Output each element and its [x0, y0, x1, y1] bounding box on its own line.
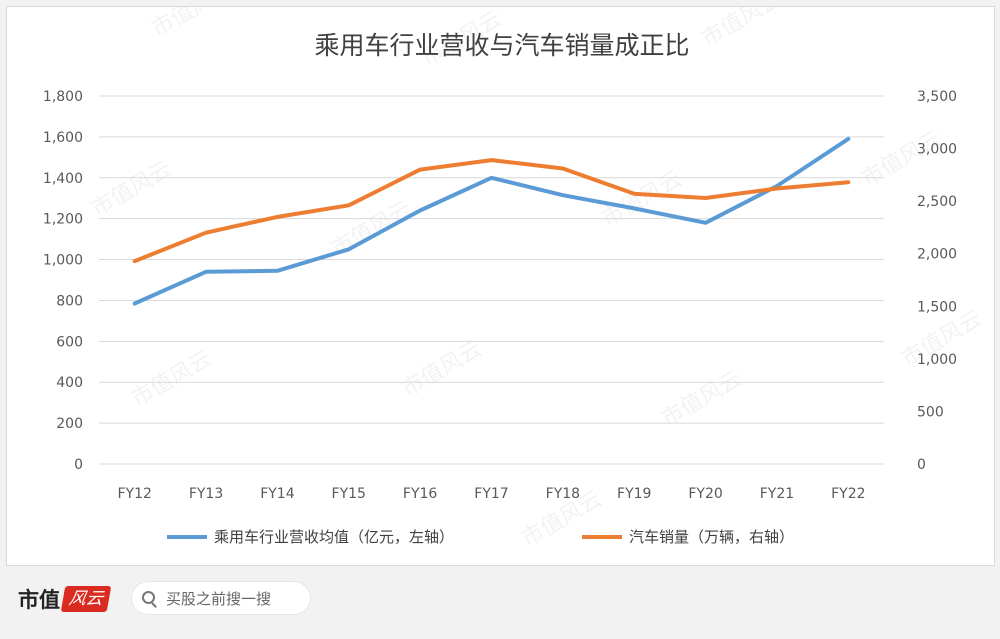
x-tick-label: FY17	[474, 486, 508, 502]
x-tick-label: FY12	[117, 486, 151, 502]
x-tick-label: FY22	[831, 486, 865, 502]
right-tick-label: 500	[917, 404, 944, 420]
series-lines	[132, 136, 851, 306]
watermark-text: 市值风云	[698, 7, 787, 52]
left-tick-label: 1,200	[43, 212, 83, 228]
watermark-text: 市值风云	[398, 337, 487, 403]
gridlines	[99, 95, 884, 465]
legend-label: 乘用车行业营收均值（亿元，左轴）	[214, 528, 454, 546]
series-line	[132, 136, 851, 306]
footer-bar: 市值 风云 买股之前搜一搜	[0, 568, 1000, 639]
chart-title: 乘用车行业营收与汽车销量成正比	[314, 31, 689, 60]
search-placeholder: 买股之前搜一搜	[166, 589, 272, 608]
left-axis-ticks: 0 200 400 600 800 1,000 1,200 1,400 1,600 1,800	[43, 89, 83, 473]
right-tick-label: 3,500	[917, 89, 957, 105]
watermark-text: 市值风云	[128, 347, 217, 413]
right-tick-label: 2,000	[917, 247, 957, 263]
left-tick-label: 1,800	[43, 89, 83, 105]
x-tick-label: FY19	[617, 486, 651, 502]
watermark-text: 市值风云	[148, 7, 237, 42]
right-tick-label: 3,000	[917, 142, 957, 158]
x-tick-label: FY18	[546, 486, 580, 502]
left-tick-label: 1,600	[43, 130, 83, 146]
x-tick-label: FY14	[260, 486, 295, 502]
right-tick-label: 0	[917, 457, 926, 473]
search-box[interactable]: 买股之前搜一搜	[132, 582, 310, 614]
watermark-text: 市值风云	[658, 367, 747, 433]
watermark-text: 市值风云	[88, 157, 177, 223]
x-tick-label: FY20	[688, 486, 722, 502]
x-tick-label: FY13	[189, 486, 223, 502]
watermark-text: 市值风云	[598, 167, 687, 233]
left-tick-label: 0	[74, 457, 83, 473]
brand-tag: 风云	[60, 586, 112, 612]
brand-name: 市值	[18, 587, 60, 612]
x-axis-ticks: FY12 FY13 FY14 FY15 FY16 FY17 FY18 FY19 FY20 FY21…	[117, 486, 865, 502]
search-icon	[142, 591, 156, 605]
left-tick-label: 1,400	[43, 171, 83, 187]
right-tick-label: 1,500	[917, 299, 957, 315]
left-tick-label: 400	[56, 375, 83, 391]
series-line	[132, 158, 851, 264]
legend: 乘用车行业营收均值（亿元，左轴） 汽车销量（万辆，右轴）	[167, 528, 794, 546]
left-tick-label: 800	[56, 293, 83, 309]
chart-card: 市值风云 市值风云 市值风云 市值风云 市值风云 市值风云 市值风云 市值风云 市值风云 市值风云…	[6, 0, 995, 566]
legend-label: 汽车销量（万辆，右轴）	[629, 528, 794, 546]
right-tick-label: 2,500	[917, 194, 957, 210]
x-tick-label: FY16	[403, 486, 438, 502]
watermark-text: 市值风云	[858, 127, 947, 193]
left-tick-label: 1,000	[43, 253, 83, 269]
right-axis-ticks: 0 500 1,000 1,500 2,000 2,500 3,000 3,500	[917, 89, 957, 473]
x-tick-label: FY15	[332, 486, 366, 502]
left-tick-label: 200	[56, 416, 83, 432]
x-tick-label: FY21	[760, 486, 794, 502]
right-tick-label: 1,000	[917, 352, 957, 368]
brand-logo[interactable]: 市值 风云	[18, 584, 112, 614]
left-tick-label: 600	[56, 334, 83, 350]
